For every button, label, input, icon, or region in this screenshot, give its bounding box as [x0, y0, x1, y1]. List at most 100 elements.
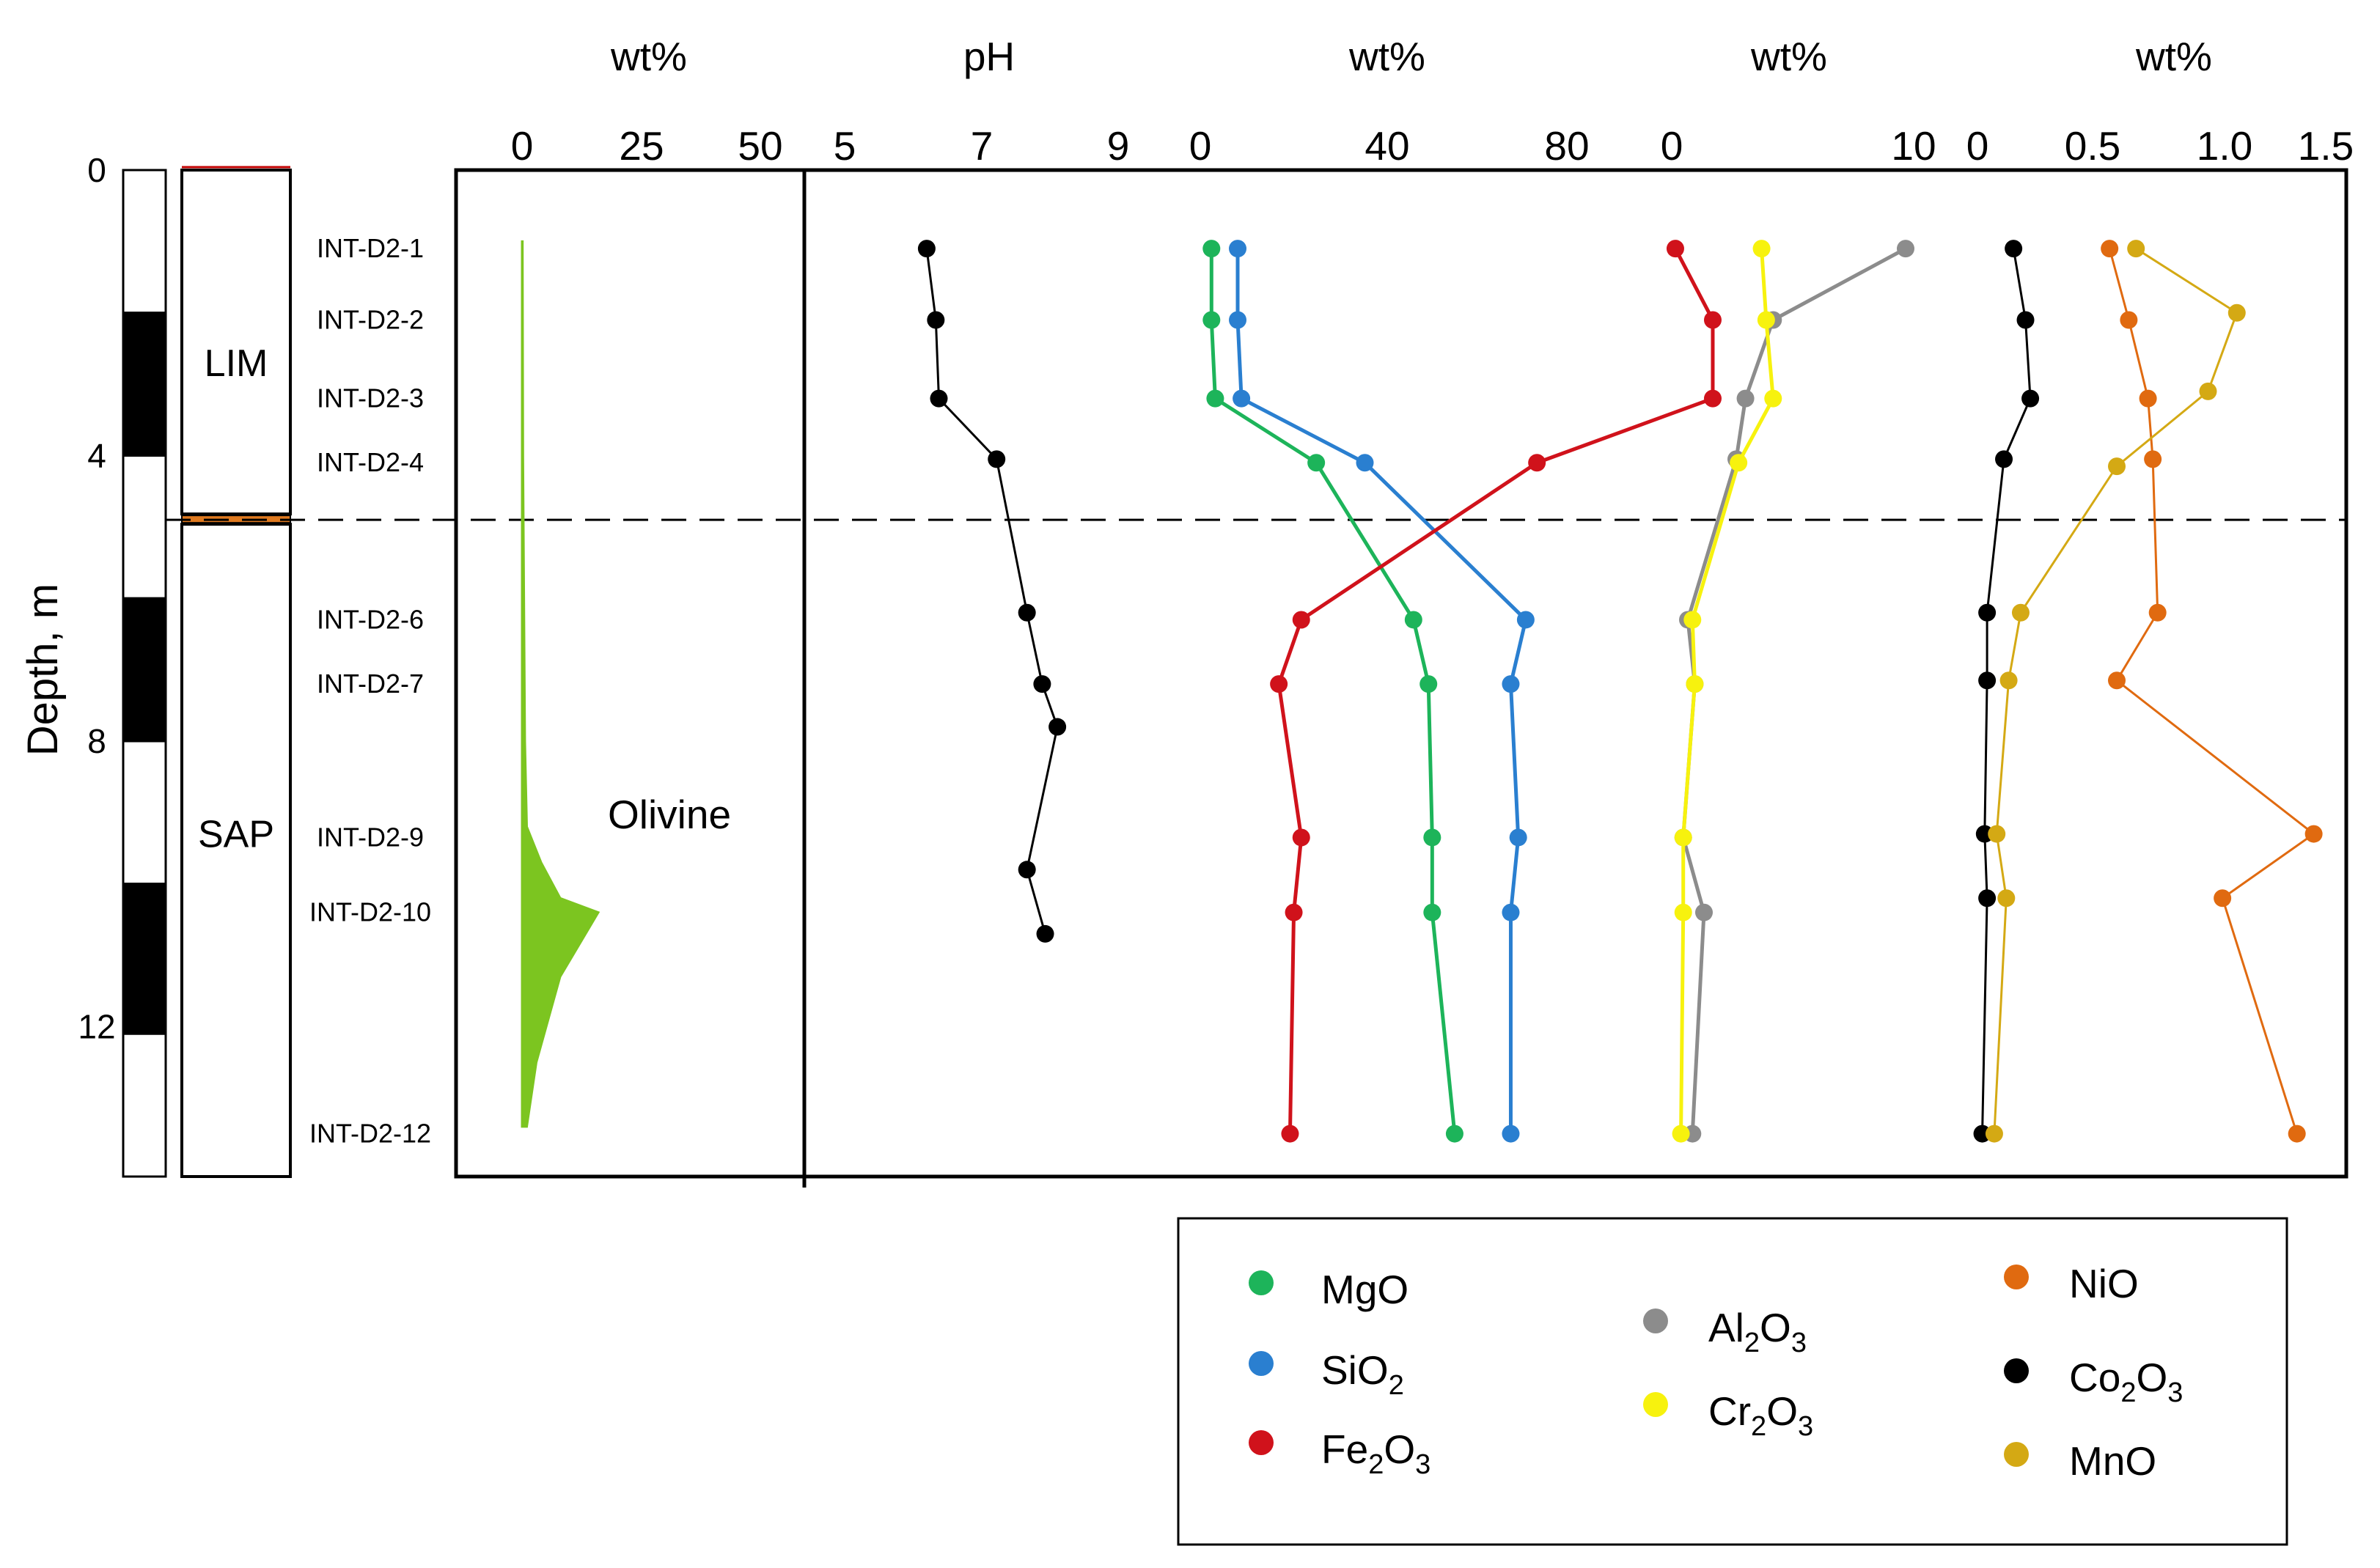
data-point-nio [2214, 889, 2232, 908]
legend-label: SiO2 [1321, 1347, 1404, 1401]
data-point-cr2o3 [1674, 903, 1692, 921]
data-point-co2o3 [2021, 389, 2040, 408]
data-point-cr2o3 [1764, 389, 1782, 408]
depth-tick-label: 8 [87, 722, 106, 760]
panel-tick-label-olivine: 0 [511, 123, 534, 169]
zone-label-sap: SAP [198, 814, 274, 856]
data-point-mgo [1423, 828, 1441, 847]
panel-tick-label-trace: 1.0 [2197, 123, 2252, 169]
data-point-mgo [1404, 611, 1422, 629]
legend-label: MnO [2069, 1438, 2156, 1484]
panel-tick-label-olivine: 25 [619, 123, 664, 169]
lithology-bar-segment [122, 312, 167, 457]
data-point-ph [1033, 675, 1051, 693]
olivine-area [521, 240, 600, 1128]
lithology-column [122, 166, 292, 1178]
data-point-fe2o3 [1285, 903, 1303, 921]
data-point-fe2o3 [1270, 675, 1288, 693]
legend: MgO SiO2 Fe2O3 Al2O3 Cr2O3 NiO Co2O3 MnO [1177, 1217, 2288, 1546]
data-point-co2o3 [2005, 240, 2023, 258]
lithology-bar-segment [122, 597, 167, 743]
data-point-ph [1018, 603, 1036, 622]
data-point-fe2o3 [1281, 1125, 1299, 1143]
data-point-nio [2120, 311, 2138, 329]
zone-label-lim: LIM [205, 342, 268, 385]
series-line-mgo [1209, 249, 1457, 1134]
data-point-nio [2101, 240, 2119, 258]
data-point-mno [2108, 457, 2126, 476]
legend-label: Al2O3 [1708, 1305, 1807, 1358]
sample-label: INT-D2-6 [317, 604, 424, 634]
legend-marker [2004, 1265, 2029, 1289]
sample-label: INT-D2-10 [309, 897, 431, 927]
data-point-fe2o3 [1703, 389, 1722, 408]
zone-boundary-band [181, 515, 291, 524]
legend-label: Cr2O3 [1708, 1388, 1813, 1442]
legend-marker [2004, 1358, 2029, 1383]
data-point-cr2o3 [1683, 611, 1702, 629]
plot-frame [166, 168, 2348, 1188]
panel-tick-label-olivine: 50 [738, 123, 782, 169]
data-point-cr2o3 [1686, 675, 1704, 693]
data-point-nio [2108, 671, 2126, 690]
legend-marker [1249, 1351, 1274, 1376]
data-point-mgo [1202, 311, 1221, 329]
data-point-ph [1018, 861, 1036, 879]
data-point-nio [2139, 389, 2157, 408]
data-point-mno [2199, 382, 2217, 400]
legend-label: MgO [1321, 1267, 1408, 1312]
data-point-fe2o3 [1703, 311, 1722, 329]
panel-tick-label-major: 40 [1365, 123, 1409, 169]
data-point-sio2 [1502, 1125, 1520, 1143]
legend-marker [1643, 1392, 1668, 1417]
axis-labels: LIM SAP 0 4 8 12 Depth, m INT-D2-1 INT-D2-2 INT-D… [19, 34, 2354, 1149]
plot-frame-border [454, 168, 2348, 1179]
sample-label: INT-D2-9 [317, 822, 424, 852]
panel-unit-label-trace: wt% [2135, 34, 2212, 79]
panel-tick-label-trace: 0 [1966, 123, 1989, 169]
panel-unit-label-minor: wt% [1750, 34, 1827, 79]
sample-label: INT-D2-12 [309, 1119, 431, 1149]
data-point-cr2o3 [1730, 454, 1748, 472]
series-line-al2o3 [1681, 246, 1907, 1134]
data-point-mno [1988, 825, 2006, 843]
panel-tick-label-minor: 0 [1661, 123, 1683, 169]
legend-label: Fe2O3 [1321, 1427, 1430, 1480]
panel-tick-label-trace: 1.5 [2298, 123, 2354, 169]
panel-tick-label-ph: 9 [1107, 123, 1130, 169]
data-point-fe2o3 [1666, 240, 1684, 258]
depth-tick-label: 12 [78, 1008, 115, 1046]
data-point-cr2o3 [1752, 240, 1771, 258]
lithology-bar-segment [122, 454, 167, 600]
data-point-mgo [1423, 903, 1441, 921]
panel-tick-label-major: 80 [1544, 123, 1589, 169]
data-point-co2o3 [1995, 450, 2013, 468]
panel-tick-label-ph: 7 [971, 123, 993, 169]
data-point-ph [930, 389, 948, 408]
data-point-ph [927, 311, 945, 329]
data-point-nio [2144, 450, 2162, 468]
data-series [521, 240, 2323, 1143]
depth-axis-title: Depth, m [19, 584, 67, 756]
data-point-co2o3 [2016, 311, 2035, 329]
data-point-mno [2011, 603, 2030, 622]
data-point-ph [1036, 924, 1054, 943]
data-point-mno [1997, 889, 2016, 908]
series-line-fe2o3 [1277, 247, 1715, 1134]
data-point-fe2o3 [1528, 454, 1546, 472]
sample-label: INT-D2-2 [317, 304, 424, 334]
data-point-mgo [1202, 240, 1221, 258]
panel-tick-label-major: 0 [1189, 123, 1212, 169]
data-point-mgo [1445, 1125, 1463, 1143]
legend-label: Co2O3 [2069, 1355, 2183, 1408]
data-point-al2o3 [1897, 240, 1914, 258]
data-point-cr2o3 [1757, 311, 1775, 329]
sample-label: INT-D2-1 [317, 233, 424, 263]
data-point-nio [2304, 825, 2323, 843]
data-point-cr2o3 [1674, 828, 1692, 847]
data-point-mno [2127, 240, 2145, 258]
series-line-mno [1993, 247, 2238, 1134]
data-point-sio2 [1229, 311, 1247, 329]
data-point-ph [917, 240, 936, 258]
legend-marker [1249, 1430, 1274, 1455]
